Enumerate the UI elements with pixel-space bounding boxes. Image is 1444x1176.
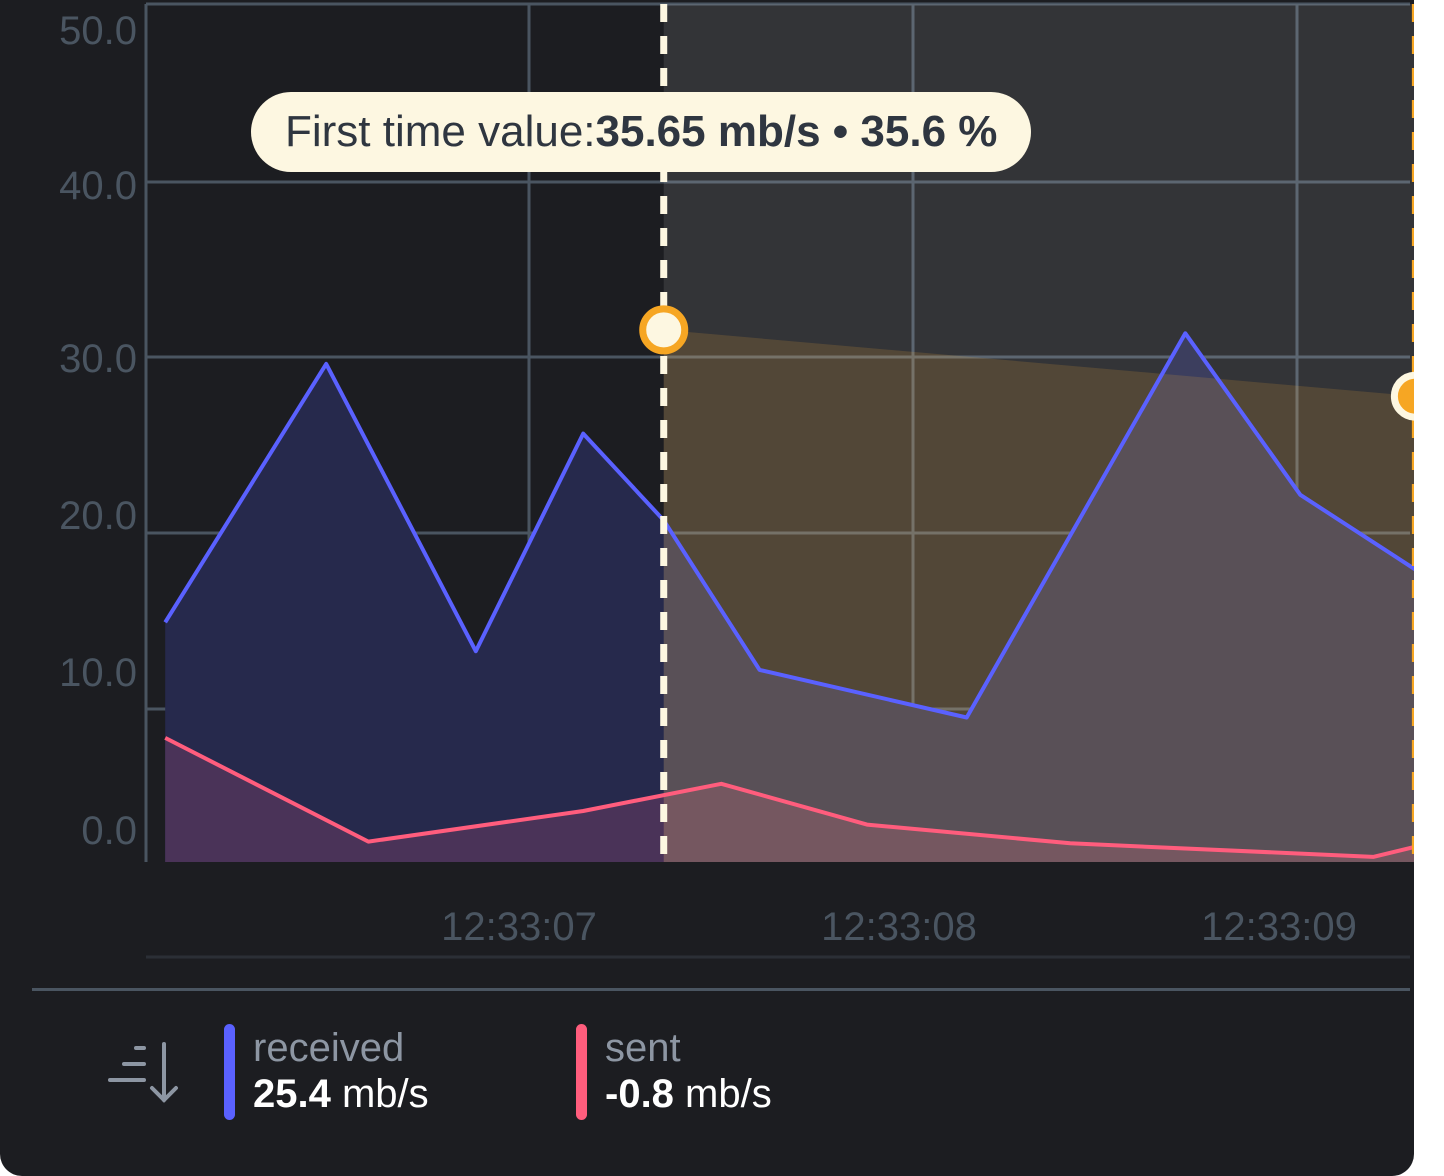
x-tick-label: 12:33:08 bbox=[821, 905, 977, 949]
y-tick-label: 20.0 bbox=[59, 494, 137, 538]
sort-descending-icon[interactable] bbox=[106, 1040, 182, 1104]
x-tick-label: 12:33:07 bbox=[441, 905, 597, 949]
x-tick-label: 12:33:09 bbox=[1201, 905, 1357, 949]
legend-value-sent: -0.8 mb/s bbox=[605, 1070, 772, 1118]
start-marker-handle bbox=[643, 309, 685, 351]
tooltip-value: 35.65 mb/s • 35.6 % bbox=[596, 107, 998, 157]
y-tick-label: 40.0 bbox=[59, 164, 137, 208]
legend-value-received: 25.4 mb/s bbox=[253, 1070, 429, 1118]
y-tick-label: 50.0 bbox=[59, 9, 137, 53]
legend-unit-sent: mb/s bbox=[674, 1072, 772, 1116]
legend-name-received: received bbox=[253, 1024, 404, 1072]
legend-divider bbox=[32, 988, 1410, 991]
y-tick-label: 30.0 bbox=[59, 337, 137, 381]
legend-unit-received: mb/s bbox=[331, 1072, 429, 1116]
chart-panel: 50.0 40.0 30.0 20.0 10.0 0.0 12:33:07 12:33:08… bbox=[0, 0, 1414, 1176]
legend-color-received bbox=[224, 1024, 235, 1120]
y-tick-label: 10.0 bbox=[59, 651, 137, 695]
legend-number-sent: -0.8 bbox=[605, 1072, 674, 1116]
y-axis: 50.0 40.0 30.0 20.0 10.0 0.0 bbox=[59, 9, 137, 853]
y-tick-label: 0.0 bbox=[81, 809, 137, 853]
value-tooltip: First time value: 35.65 mb/s • 35.6 % bbox=[251, 92, 1031, 172]
x-axis: 12:33:07 12:33:08 12:33:09 bbox=[441, 905, 1357, 949]
tooltip-label: First time value: bbox=[285, 107, 596, 157]
legend-name-sent: sent bbox=[605, 1024, 681, 1072]
legend-color-sent bbox=[576, 1024, 587, 1120]
legend-number-received: 25.4 bbox=[253, 1072, 331, 1116]
end-marker-handle bbox=[1394, 375, 1414, 417]
